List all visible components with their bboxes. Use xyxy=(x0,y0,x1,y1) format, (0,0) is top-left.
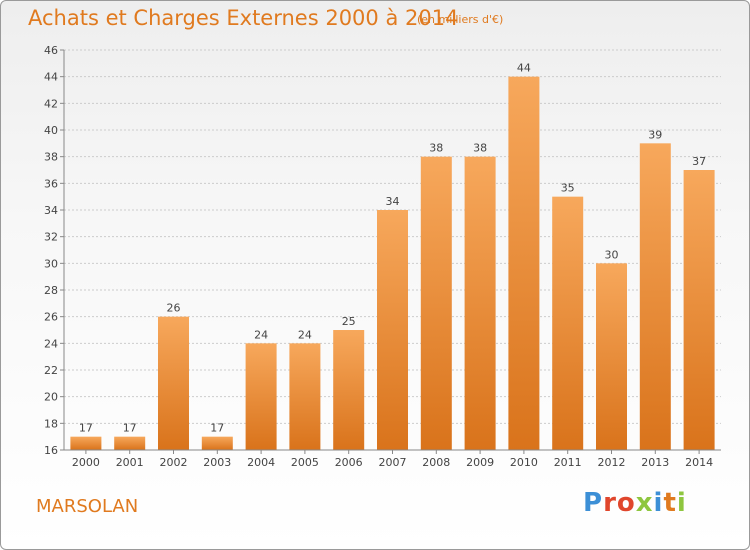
bars xyxy=(70,76,715,451)
chart-subtitle: (en milliers d'€) xyxy=(417,13,504,26)
logo-letter: o xyxy=(616,488,636,518)
x-tick-label-2003: 2003 xyxy=(203,456,231,469)
x-tick-label-2011: 2011 xyxy=(554,456,582,469)
bar-2005 xyxy=(289,343,321,450)
data-label-2003: 17 xyxy=(210,422,224,435)
data-label-2005: 24 xyxy=(298,328,312,341)
bar-2006 xyxy=(333,330,365,450)
bar-2008 xyxy=(420,156,452,450)
y-tick-label: 36 xyxy=(44,177,58,190)
bar-2000 xyxy=(70,436,102,450)
data-label-2009: 38 xyxy=(473,142,487,155)
data-label-2011: 35 xyxy=(561,182,575,195)
data-label-2002: 26 xyxy=(167,302,181,315)
x-tick-label-2004: 2004 xyxy=(247,456,275,469)
logo-letter: i xyxy=(653,488,664,518)
bar-2014 xyxy=(683,170,715,450)
y-tick-label: 28 xyxy=(44,284,58,297)
logo-letter: i xyxy=(676,488,687,518)
y-tick-label: 38 xyxy=(44,151,58,164)
bar-2009 xyxy=(464,156,496,450)
data-label-2010: 44 xyxy=(517,62,531,75)
data-label-2000: 17 xyxy=(79,422,93,435)
data-label-2007: 34 xyxy=(386,195,400,208)
y-tick-label: 16 xyxy=(44,444,58,457)
data-label-2001: 17 xyxy=(123,422,137,435)
y-tick-label: 46 xyxy=(44,44,58,57)
y-tick-label: 44 xyxy=(44,71,58,84)
bar-2003 xyxy=(201,436,233,450)
data-labels: 17 17 26 17 24 24 25 34 38 38 44 35 30 39 37 xyxy=(79,62,706,435)
x-tick-label-2005: 2005 xyxy=(291,456,319,469)
data-label-2006: 25 xyxy=(342,315,356,328)
bar-2007 xyxy=(377,210,408,450)
data-label-2014: 37 xyxy=(692,155,706,168)
bar-2004 xyxy=(245,343,277,450)
y-tick-label: 40 xyxy=(44,124,58,137)
x-tick-label-2012: 2012 xyxy=(598,456,626,469)
y-tick-label: 18 xyxy=(44,417,58,430)
region-name: MARSOLAN xyxy=(36,496,139,517)
x-tick-label-2014: 2014 xyxy=(685,456,713,469)
chart-title: Achats et Charges Externes 2000 à 2014 xyxy=(28,6,459,30)
axes xyxy=(60,49,721,454)
y-tick-label: 20 xyxy=(44,391,58,404)
y-tick-label: 22 xyxy=(44,364,58,377)
data-label-2012: 30 xyxy=(605,248,619,261)
x-tick-label-2002: 2002 xyxy=(160,456,188,469)
y-tick-labels: 16 18 20 22 24 26 28 30 32 34 36 38 40 42 44 46 xyxy=(44,44,58,457)
data-label-2013: 39 xyxy=(648,128,662,141)
y-tick-label: 32 xyxy=(44,231,58,244)
x-tick-label-2001: 2001 xyxy=(116,456,144,469)
bar-2001 xyxy=(114,436,146,450)
y-tick-label: 24 xyxy=(44,337,58,350)
y-tick-label: 34 xyxy=(44,204,58,217)
proxiti-logo: Proxiti xyxy=(583,488,687,518)
x-tick-label-2009: 2009 xyxy=(466,456,494,469)
data-label-2008: 38 xyxy=(429,142,443,155)
y-tick-label: 30 xyxy=(44,257,58,270)
x-tick-labels: 2000 2001 2002 2003 2004 2005 2006 2007 2008 2009… xyxy=(72,456,713,469)
x-tick-label-2000: 2000 xyxy=(72,456,100,469)
x-tick-label-2008: 2008 xyxy=(422,456,450,469)
x-tick-label-2006: 2006 xyxy=(335,456,363,469)
logo-letter: P xyxy=(583,488,604,518)
y-tick-label: 42 xyxy=(44,97,58,110)
logo-letter: t xyxy=(663,488,677,518)
logo-letter: x xyxy=(635,488,654,518)
x-tick-label-2013: 2013 xyxy=(641,456,669,469)
bar-2012 xyxy=(596,263,627,450)
logo-letter: r xyxy=(603,488,617,518)
x-tick-label-2007: 2007 xyxy=(379,456,407,469)
bar-2013 xyxy=(639,143,671,451)
y-tick-label: 26 xyxy=(44,311,58,324)
bar-2002 xyxy=(158,316,189,450)
data-label-2004: 24 xyxy=(254,328,268,341)
x-tick-label-2010: 2010 xyxy=(510,456,538,469)
bar-2010 xyxy=(508,76,540,451)
bar-2011 xyxy=(552,196,584,450)
